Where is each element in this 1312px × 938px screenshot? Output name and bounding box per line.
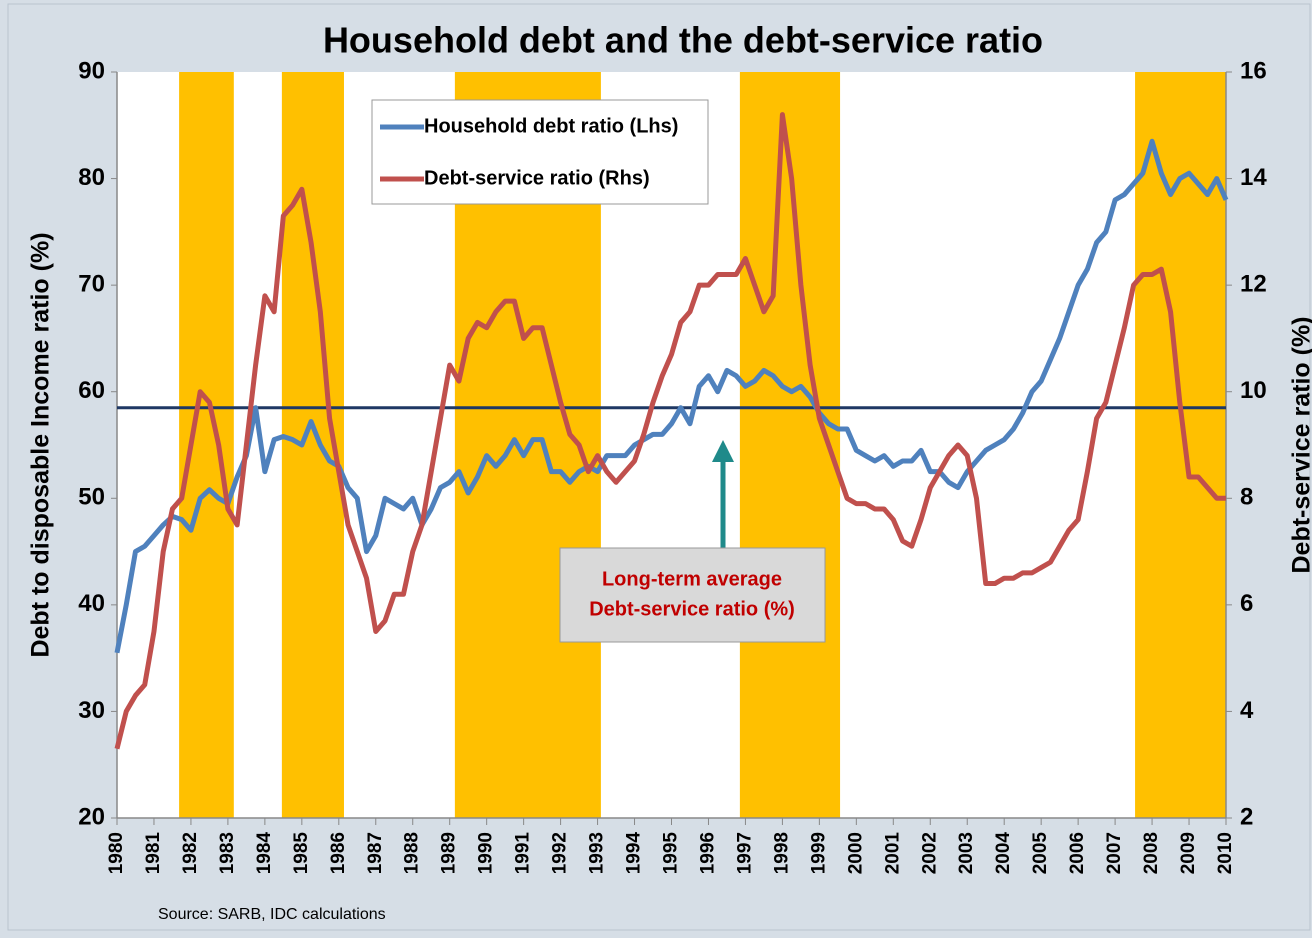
x-tick-label: 2004 [993,832,1014,875]
x-tick-label: 1985 [291,832,312,875]
x-tick-label: 2006 [1067,832,1088,874]
x-tick-label: 1998 [771,832,792,874]
x-tick-label: 1987 [365,832,386,874]
x-tick-label: 1993 [587,832,608,874]
x-tick-label: 1981 [143,832,164,875]
x-tick-label: 1989 [439,832,460,874]
x-tick-label: 1992 [550,832,571,874]
x-tick-label: 1980 [106,832,127,874]
x-tick-label: 1999 [808,832,829,874]
x-tick-label: 1983 [217,832,238,874]
y-tick-label: 30 [78,697,105,724]
x-tick-label: 2007 [1104,832,1125,874]
series-line [114,138,1229,654]
x-tick-label: 2003 [956,832,977,874]
y2-tick-label: 10 [1240,377,1267,404]
x-tick-label: 1988 [402,832,423,874]
x-tick-label: 1984 [254,832,275,875]
y-tick-label: 90 [78,57,105,84]
x-tick-label: 2009 [1178,832,1199,874]
recession-band [739,72,841,818]
y-tick-label: 80 [78,164,105,191]
source-note: Source: SARB, IDC calculations [158,906,386,923]
recession-band [179,72,234,818]
y2-axis-label: Debt-service ratio (%) [1288,316,1312,573]
y2-tick-label: 4 [1240,697,1254,724]
series-line [114,112,1226,750]
x-tick-label: 2002 [919,832,940,874]
y2-tick-label: 12 [1240,270,1267,297]
x-tick-label: 1996 [697,832,718,874]
legend-box [371,99,709,205]
y-tick-label: 20 [78,803,105,830]
y-tick-label: 40 [78,590,105,617]
x-tick-label: 2005 [1030,832,1051,875]
x-tick-label: 2000 [845,832,866,874]
y2-tick-label: 8 [1240,484,1253,511]
annotation-text: Debt-service ratio (%) [589,598,795,620]
legend-label: Debt-service ratio (Rhs) [424,167,650,189]
recession-band [1135,72,1226,818]
y2-tick-label: 14 [1240,164,1267,191]
annotation-arrowhead [712,440,734,462]
x-tick-label: 1982 [180,832,201,874]
x-tick-label: 1994 [624,832,645,875]
x-tick-label: 1997 [734,832,755,874]
x-tick-label: 1986 [328,832,349,874]
annotation-box [559,547,826,643]
y-tick-label: 60 [78,377,105,404]
y2-tick-label: 16 [1240,57,1267,84]
legend-label: Household debt ratio (Lhs) [424,115,678,137]
y-axis-label: Debt to disposable Income ratio (%) [27,232,55,657]
x-tick-label: 2001 [882,832,903,875]
x-tick-label: 2008 [1141,832,1162,874]
chart-title: Household debt and the debt-service rati… [323,20,1043,61]
x-tick-label: 1995 [661,832,682,875]
y2-tick-label: 6 [1240,590,1253,617]
y2-tick-label: 2 [1240,803,1253,830]
x-tick-label: 1991 [513,832,534,875]
y-tick-label: 70 [78,270,105,297]
annotation-text: Long-term average [602,568,782,590]
x-tick-label: 2010 [1215,832,1236,874]
x-tick-label: 1990 [476,832,497,874]
y-tick-label: 50 [78,484,105,511]
